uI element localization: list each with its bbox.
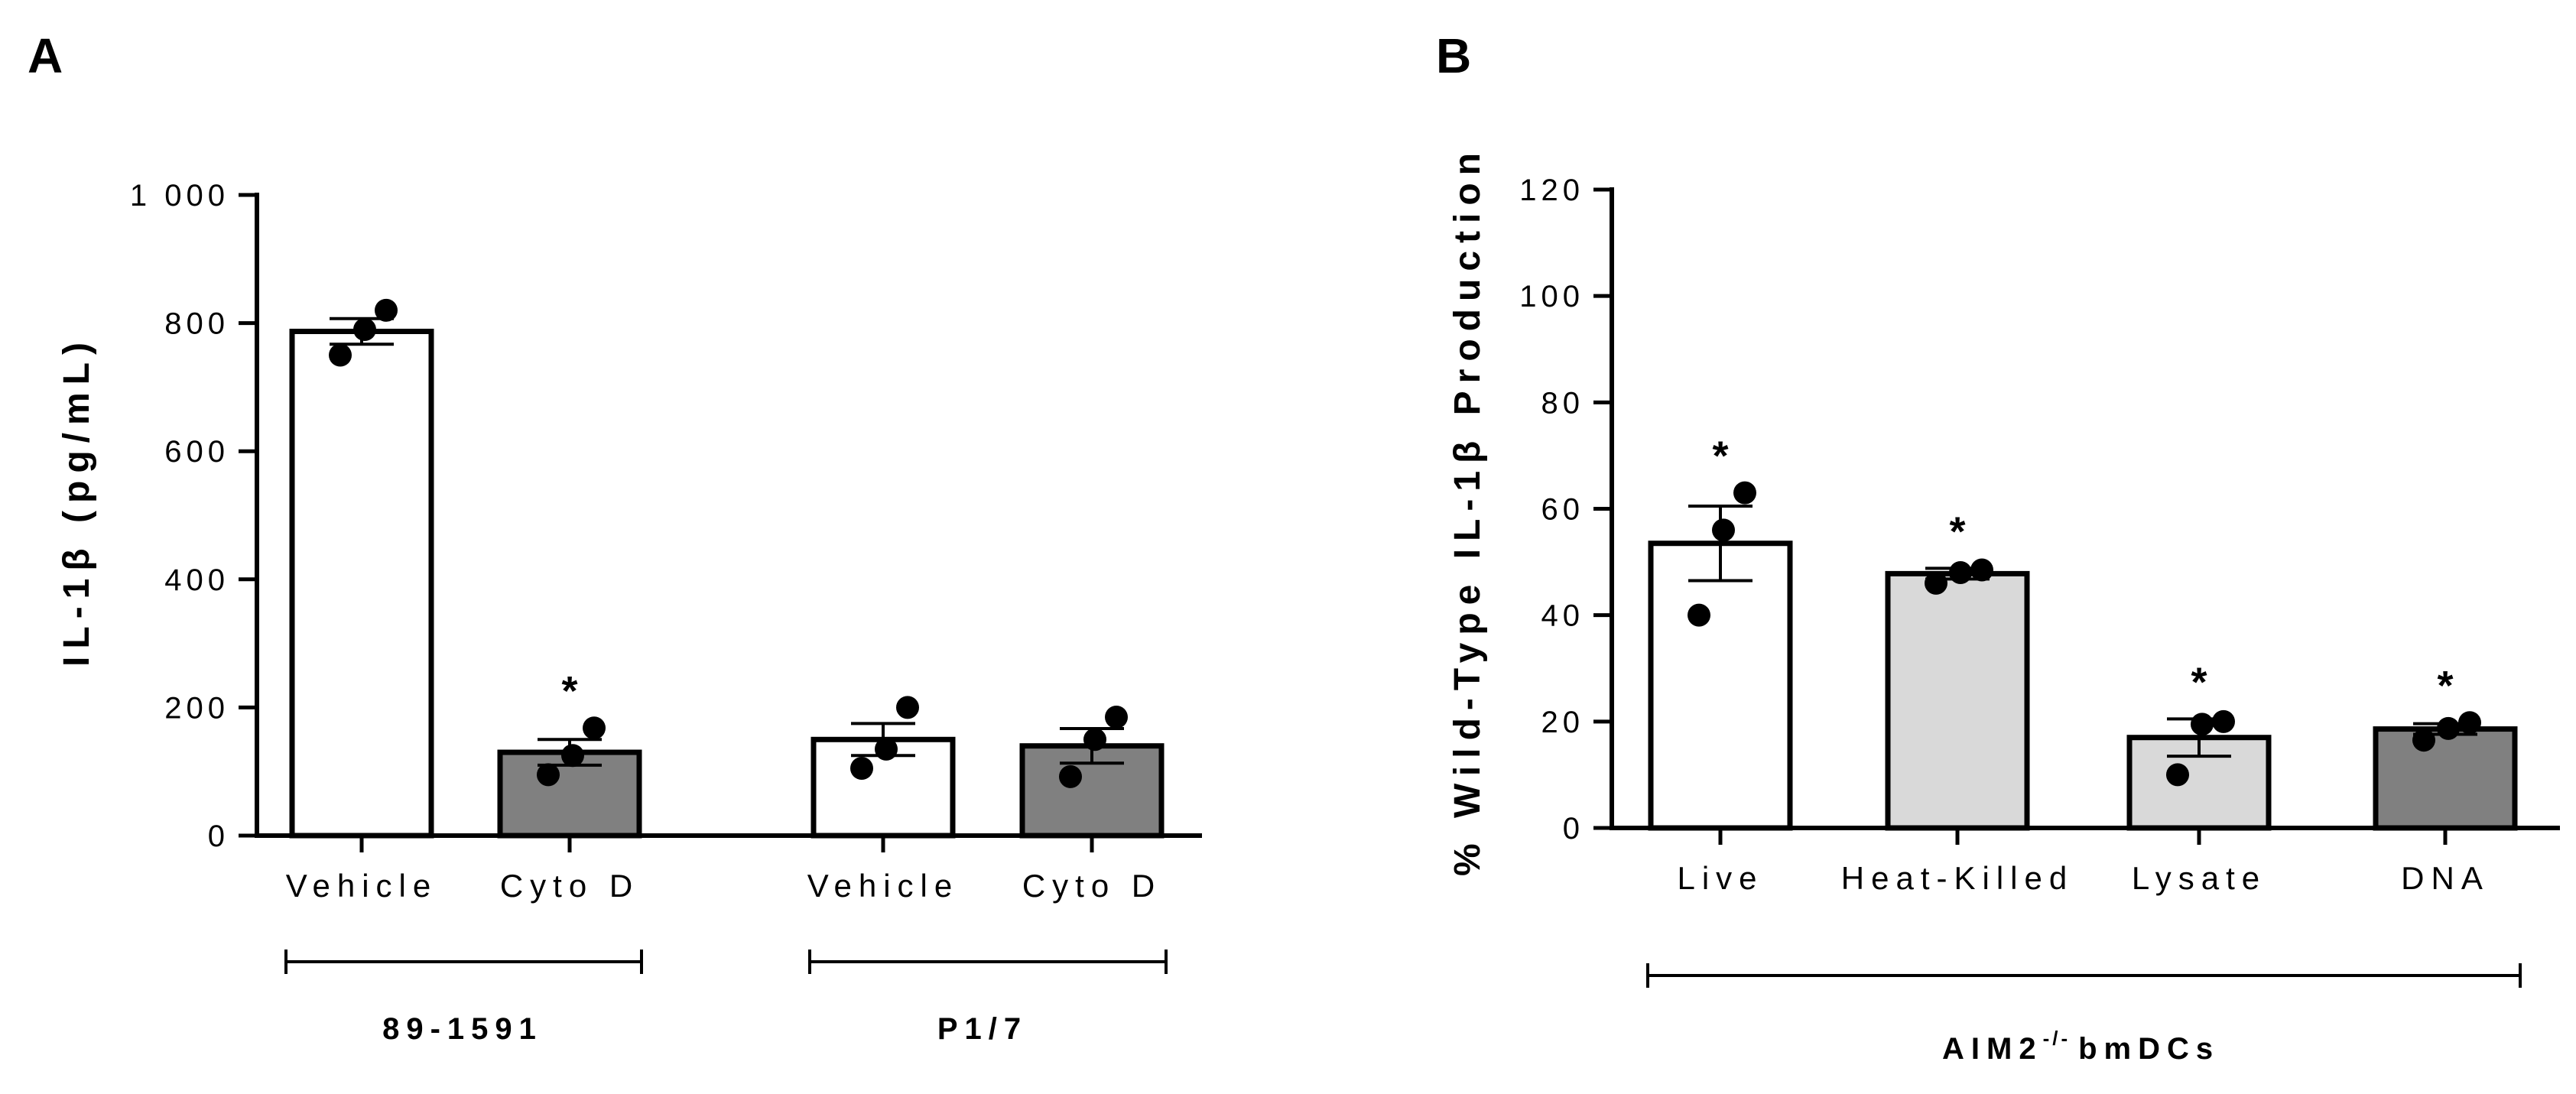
panel-b-y-tick-label: 120 — [1519, 174, 1584, 207]
panel-a-y-tick-label: 1 000 — [130, 179, 229, 213]
panel-a-data-point — [875, 737, 898, 761]
panel-a-y-tick-label: 800 — [164, 307, 229, 341]
panel-a-y-axis-label: IL-1β (pg/mL) — [57, 335, 97, 667]
panel-a-significance-star: * — [561, 668, 577, 714]
panel-b-data-point — [2412, 729, 2435, 752]
panel-a-data-point — [896, 696, 919, 719]
panel-b-group-label: AIM2-/- bmDCs — [1942, 1027, 2220, 1066]
panel-a-category-label: Vehicle — [286, 868, 437, 904]
panel-b-data-point — [1925, 571, 1947, 595]
panel-b-significance-star: * — [1712, 433, 1728, 479]
panel-b-data-point — [1733, 481, 1756, 505]
panel-a-data-point — [850, 757, 873, 781]
panel-b-category-label: Live — [1677, 860, 1763, 896]
panel-b-category-label: Lysate — [2132, 860, 2266, 896]
panel-b-significance-star: * — [2191, 659, 2207, 705]
panel-b-y-tick-label: 80 — [1541, 386, 1585, 420]
panel-a-bar — [289, 328, 434, 839]
panel-b-data-point — [2191, 713, 2214, 736]
panel-a-data-point — [537, 763, 560, 787]
panel-a-y-tick-label: 200 — [164, 691, 229, 725]
panel-b-significance-star: * — [1949, 508, 1965, 554]
panel-b-data-point — [1688, 603, 1710, 627]
panel-b-y-tick-label: 20 — [1541, 706, 1585, 739]
panel-a-category-label: Vehicle — [807, 868, 959, 904]
panel-a-group-label-1: 89-1591 — [382, 1012, 543, 1046]
panel-a-category-label: Cyto D — [500, 868, 639, 904]
panel-b-data-point — [2166, 763, 2189, 787]
panel-b-chart: 0 20 40 60 80 100 120 * Live * Heat-Killed * Lysate *… — [1519, 174, 2560, 988]
panel-b-y-tick-label: 40 — [1541, 599, 1585, 633]
panel-a-y-tick-label: 0 — [208, 820, 229, 853]
panel-a-data-point — [353, 317, 376, 341]
panel-a-chart: 0 200 400 600 800 1 000 Vehicle * Cyto D Vehicle C… — [130, 179, 1202, 974]
panel-b-y-tick-label: 60 — [1541, 493, 1585, 527]
panel-a-data-point — [1059, 765, 1082, 788]
panel-b-category-label: Heat-Killed — [1841, 860, 2074, 896]
panel-a-y-tick-label: 600 — [164, 435, 229, 469]
panel-a-category-label: Cyto D — [1022, 868, 1161, 904]
panel-b-data-point — [2212, 709, 2235, 733]
panel-b-y-tick-label: 100 — [1519, 280, 1584, 313]
panel-b-data-point — [1712, 518, 1735, 542]
panel-b-data-point — [1949, 561, 1972, 584]
panel-b-letter: B — [1436, 28, 1471, 83]
panel-a-data-point — [329, 343, 352, 367]
panel-a-letter: A — [28, 28, 63, 83]
panel-b-y-axis-label: % Wild-Type IL-1β Production — [1447, 145, 1488, 876]
panel-a-data-point — [375, 298, 398, 322]
panel-b-bar — [1648, 541, 1793, 831]
panel-b-data-point — [2437, 716, 2460, 740]
panel-b-significance-star: * — [2437, 663, 2453, 709]
panel-a-y-tick-label: 400 — [164, 563, 229, 597]
panel-b-y-tick-label: 0 — [1563, 812, 1584, 846]
panel-a-data-point — [583, 716, 606, 740]
panel-a-data-point — [561, 744, 584, 768]
panel-b-bar — [2373, 726, 2518, 831]
panel-b-data-point — [1970, 558, 1993, 582]
panel-a-data-point — [1083, 728, 1106, 752]
panel-b-data-point — [2458, 711, 2481, 735]
panel-a-data-point — [1105, 705, 1128, 729]
panel-b-category-label: DNA — [2401, 860, 2490, 896]
panel-b-bar — [1885, 570, 2030, 831]
panel-a-group-label-2: P1/7 — [937, 1012, 1028, 1046]
